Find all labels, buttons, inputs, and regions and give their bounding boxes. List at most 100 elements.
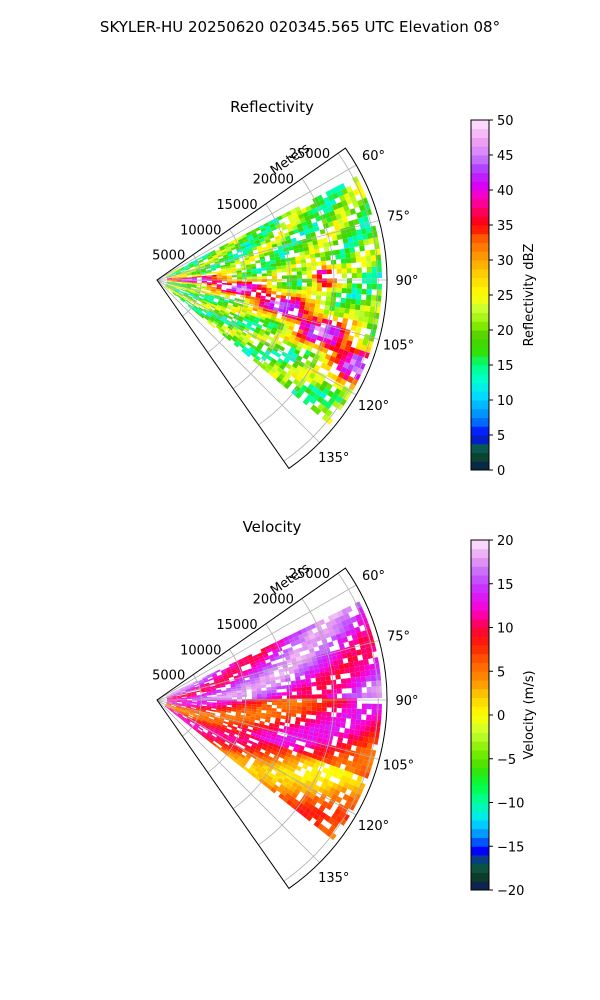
radar-cell bbox=[171, 693, 177, 696]
radar-cell bbox=[171, 280, 177, 282]
radar-cell bbox=[293, 668, 300, 674]
radar-cell bbox=[331, 703, 337, 708]
radar-cell bbox=[329, 210, 336, 217]
radar-cell bbox=[186, 693, 192, 696]
radar-cell bbox=[165, 704, 171, 708]
radar-cell bbox=[249, 718, 255, 723]
radar-cell bbox=[198, 260, 204, 264]
radar-cell bbox=[331, 782, 339, 790]
radar-cell bbox=[261, 313, 267, 318]
radar-cell bbox=[181, 273, 187, 276]
radar-cell bbox=[297, 341, 304, 348]
radar-cell bbox=[340, 631, 347, 639]
radar-cell bbox=[206, 723, 212, 727]
radar-cell bbox=[188, 682, 194, 686]
colorbar-label: Reflectivity dBZ bbox=[522, 244, 537, 347]
radar-cell bbox=[333, 766, 340, 774]
radar-cell bbox=[221, 695, 227, 698]
radar-cell bbox=[313, 307, 320, 313]
radar-cell bbox=[186, 286, 192, 289]
colorbar-segment bbox=[471, 163, 489, 173]
radar-cell bbox=[237, 328, 243, 334]
radar-cell bbox=[206, 690, 212, 694]
radar-cell bbox=[316, 274, 322, 279]
radar-cell bbox=[269, 657, 276, 662]
radar-cell bbox=[186, 705, 192, 707]
radar-cell bbox=[223, 301, 229, 305]
radar-cell bbox=[266, 686, 272, 691]
radar-cell bbox=[291, 632, 299, 638]
radar-cell bbox=[369, 669, 376, 676]
radar-cell bbox=[259, 657, 266, 663]
radar-cell bbox=[306, 278, 312, 283]
radar-cell bbox=[191, 691, 197, 694]
radar-cell bbox=[252, 307, 258, 312]
radar-cell bbox=[321, 707, 327, 712]
panel-title: Velocity bbox=[243, 518, 302, 536]
radar-cell bbox=[270, 714, 277, 718]
range-tick-label: 25000 bbox=[289, 567, 330, 582]
colorbar-segment bbox=[471, 146, 489, 156]
radar-cell bbox=[348, 640, 355, 647]
radar-cell bbox=[266, 648, 273, 654]
radar-cell bbox=[362, 233, 369, 240]
radar-cell bbox=[213, 730, 219, 735]
radar-cell bbox=[266, 241, 272, 247]
radar-cell bbox=[339, 378, 347, 386]
radar-cell bbox=[287, 730, 294, 736]
radar-cell bbox=[188, 293, 194, 297]
radar-cell bbox=[316, 286, 322, 292]
radar-cell bbox=[236, 669, 243, 674]
radar-cell bbox=[196, 696, 202, 698]
radar-cell bbox=[240, 245, 247, 250]
radar-cell bbox=[308, 341, 315, 348]
radar-cell bbox=[235, 683, 241, 687]
radar-cell bbox=[207, 720, 213, 724]
radar-cell bbox=[251, 231, 258, 237]
radar-cell bbox=[222, 324, 228, 330]
radar-cell bbox=[279, 675, 286, 680]
radar-cell bbox=[338, 752, 345, 759]
radar-cell bbox=[257, 247, 263, 252]
radar-cell bbox=[287, 226, 294, 233]
radar-cell bbox=[335, 353, 343, 360]
radar-cell bbox=[249, 326, 256, 332]
radar-cell bbox=[164, 286, 169, 290]
radar-cell bbox=[200, 685, 206, 688]
radar-cell bbox=[280, 370, 288, 377]
radar-cell bbox=[254, 226, 261, 232]
radar-cell bbox=[371, 283, 377, 290]
radar-cell bbox=[176, 703, 182, 706]
radar-cell bbox=[326, 702, 332, 708]
radar-cell bbox=[181, 296, 187, 300]
radar-cell bbox=[227, 334, 233, 340]
radar-cell bbox=[263, 252, 270, 257]
radar-cell bbox=[292, 378, 300, 386]
radar-cell bbox=[166, 277, 172, 279]
radar-cell bbox=[226, 306, 232, 310]
radar-cell bbox=[233, 722, 239, 726]
radar-cell bbox=[376, 686, 382, 693]
radar-cell bbox=[341, 758, 348, 766]
radar-cell bbox=[216, 697, 222, 700]
radar-cell bbox=[201, 287, 207, 290]
radar-cell bbox=[322, 207, 330, 215]
radar-cell bbox=[249, 735, 256, 740]
radar-cell bbox=[179, 687, 185, 691]
radar-cell bbox=[216, 285, 222, 288]
radar-cell bbox=[302, 313, 309, 319]
radar-cell bbox=[309, 623, 317, 630]
radar-cell bbox=[366, 714, 372, 721]
radar-cell bbox=[223, 733, 229, 738]
radar-cell bbox=[323, 328, 331, 335]
radar-cell bbox=[337, 736, 344, 743]
radar-cell bbox=[314, 325, 321, 332]
radar-cell bbox=[361, 692, 367, 699]
radar-cell bbox=[333, 208, 341, 216]
radar-cell bbox=[342, 393, 350, 401]
radar-cell bbox=[246, 290, 252, 295]
radar-cell bbox=[340, 774, 348, 782]
radar-cell bbox=[305, 756, 312, 762]
radar-cell bbox=[209, 308, 215, 313]
radar-cell bbox=[320, 720, 326, 726]
